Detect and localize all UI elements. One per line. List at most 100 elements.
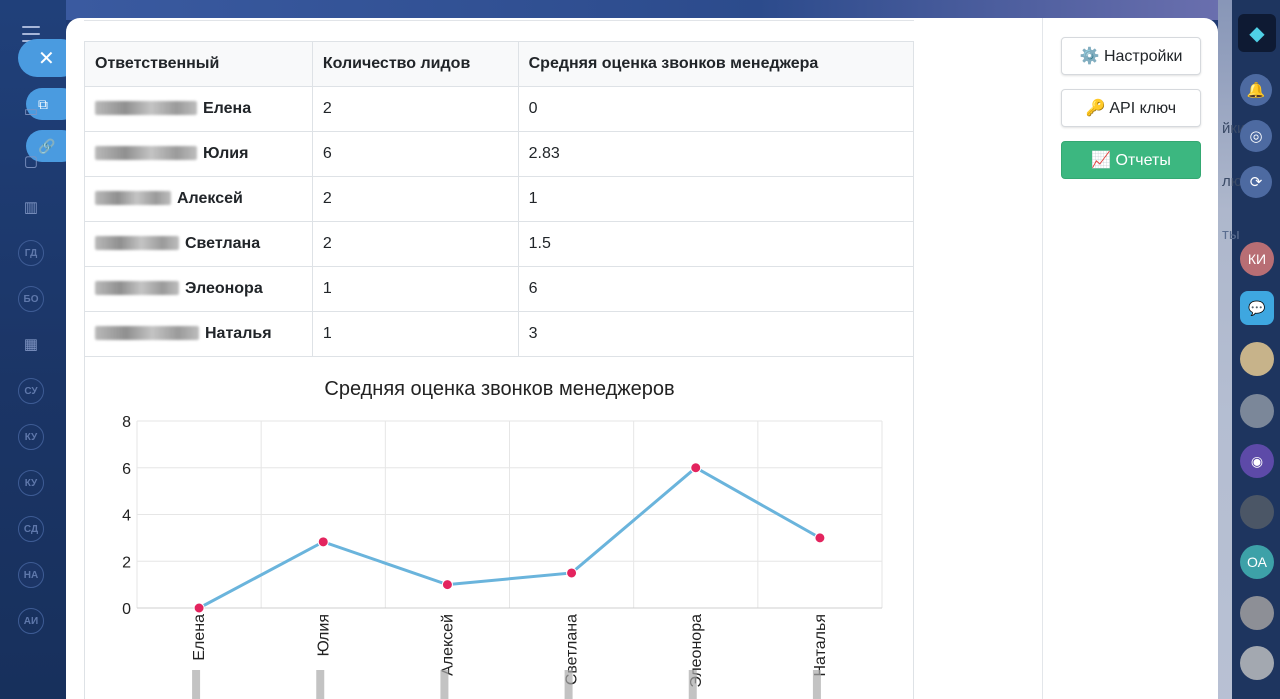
fingerprint-icon[interactable]: ◎ [1240, 120, 1272, 152]
background-header [66, 0, 1220, 20]
series-line [198, 465, 821, 610]
close-icon: ✕ [38, 47, 55, 70]
avatar-oa[interactable]: ОА [1240, 545, 1274, 579]
settings-button[interactable]: ⚙️ Настройки [1061, 37, 1201, 75]
data-point [690, 462, 702, 474]
table-row: Светлана 2 1.5 [84, 221, 915, 267]
manager-name: Алексей [177, 190, 243, 207]
redacted-tick-surname [440, 670, 449, 699]
leads-count: 6 [311, 131, 519, 177]
analytics-icon[interactable]: ▥ [23, 199, 39, 216]
redacted-surname [95, 236, 179, 250]
avatar-photo-6[interactable] [1240, 646, 1274, 680]
leads-count: 1 [311, 266, 519, 312]
x-tick-label: Елена [191, 614, 208, 661]
header-avg-score: Средняя оценка звонков менеджера [517, 41, 915, 87]
chart-title: Средняя оценка звонков менеджеров [324, 378, 674, 400]
manager-name: Наталья [205, 325, 272, 342]
line-chart: Средняя оценка звонков менеджеров 0 2 4 6 8 Ел… [122, 378, 883, 699]
redacted-tick-surname [812, 670, 821, 699]
top-divider [84, 20, 914, 21]
left-badge-5[interactable]: КУ [18, 470, 44, 496]
left-badge-7[interactable]: НА [18, 562, 44, 588]
chat-bubble-icon[interactable]: 💬 [1240, 291, 1274, 325]
left-badge-8[interactable]: АИ [18, 608, 44, 634]
left-badge-4[interactable]: КУ [18, 424, 44, 450]
header-leads-count: Количество лидов [311, 41, 519, 87]
data-point [814, 532, 826, 544]
table-row: Юлия 6 2.83 [84, 131, 915, 177]
data-point [317, 536, 329, 548]
avg-score: 3 [517, 311, 915, 357]
avg-score: 2.83 [517, 131, 915, 177]
y-tick-label: 0 [122, 601, 131, 618]
external-link-icon: ⧉ [38, 95, 48, 112]
avatar-ki[interactable]: КИ [1240, 242, 1274, 276]
reports-slider-panel: Ответственный Количество лидов Средняя о… [66, 18, 1218, 699]
reports-button[interactable]: 📈 Отчеты [1061, 141, 1201, 179]
redacted-surname [95, 101, 197, 115]
manager-name: Юлия [203, 145, 249, 162]
avatar-photo-2[interactable] [1240, 394, 1274, 428]
y-tick-label: 4 [122, 508, 131, 525]
chart-container: Средняя оценка звонков менеджеров 0 2 4 6 8 Ел… [84, 357, 914, 699]
table-row: Наталья 1 3 [84, 311, 915, 357]
report-content: Ответственный Количество лидов Средняя о… [84, 18, 915, 699]
avatar-photo-4[interactable] [1240, 495, 1274, 529]
table-row: Элеонора 1 6 [84, 266, 915, 312]
background-text-reports: ты [1222, 226, 1240, 243]
leads-count: 1 [311, 311, 519, 357]
y-tick-label: 6 [122, 461, 131, 478]
avg-score: 6 [517, 266, 915, 312]
y-tick-label: 2 [122, 554, 131, 571]
data-point [193, 602, 205, 614]
background-text-settings: йки [1222, 120, 1246, 137]
leads-count: 2 [311, 86, 519, 132]
background-content-strip [1218, 0, 1232, 699]
redacted-surname [95, 281, 179, 295]
avatar-photo-1[interactable] [1240, 342, 1274, 376]
x-tick-label: Юлия [315, 614, 332, 656]
y-tick-label: 8 [122, 414, 131, 431]
avatar-photo-5[interactable] [1240, 596, 1274, 630]
redacted-tick-surname [564, 670, 573, 699]
managers-table: Ответственный Количество лидов Средняя о… [84, 41, 915, 357]
redacted-tick-surname [688, 670, 697, 699]
api-key-button[interactable]: 🔑 API ключ [1061, 89, 1201, 127]
x-tick-label: Светлана [564, 614, 581, 685]
x-tick-label: Элеонора [688, 614, 705, 688]
data-point [566, 567, 578, 579]
chat-icon[interactable]: ▢ [23, 153, 39, 170]
table-row: Алексей 2 1 [84, 176, 915, 222]
wolf-logo-icon[interactable]: ◆ [1238, 14, 1276, 52]
link-icon: 🔗 [38, 137, 56, 154]
redacted-surname [95, 146, 197, 160]
redacted-tick-surname [192, 670, 201, 699]
left-badge-2[interactable]: БО [18, 286, 44, 312]
leads-count: 2 [311, 221, 519, 267]
left-badge-1[interactable]: ГД [18, 240, 44, 266]
calendar-icon[interactable]: ▦ [23, 336, 39, 353]
header-responsible: Ответственный [84, 41, 313, 87]
sync-chat-icon[interactable]: ⟳ [1240, 166, 1272, 198]
bell-icon[interactable]: 🔔 [1240, 74, 1272, 106]
manager-name: Элеонора [185, 280, 263, 297]
slider-sidebar: ⚙️ Настройки 🔑 API ключ 📈 Отчеты [1042, 18, 1218, 699]
leads-count: 2 [311, 176, 519, 222]
table-header-row: Ответственный Количество лидов Средняя о… [84, 41, 915, 87]
avg-score: 1 [517, 176, 915, 222]
redacted-tick-surname [316, 670, 325, 699]
left-badge-6[interactable]: СД [18, 516, 44, 542]
manager-name: Елена [203, 100, 252, 117]
manager-name: Светлана [185, 235, 261, 252]
x-tick-label: Наталья [812, 614, 829, 676]
wallet-icon[interactable]: ▭ [23, 103, 39, 120]
avg-score: 1.5 [517, 221, 915, 267]
avatar-photo-3[interactable]: ◉ [1240, 444, 1274, 478]
redacted-surname [95, 326, 199, 340]
x-tick-label: Алексей [439, 614, 456, 676]
left-badge-3[interactable]: СУ [18, 378, 44, 404]
redacted-surname [95, 191, 171, 205]
table-row: Елена 2 0 [84, 86, 915, 132]
data-point [441, 579, 453, 591]
